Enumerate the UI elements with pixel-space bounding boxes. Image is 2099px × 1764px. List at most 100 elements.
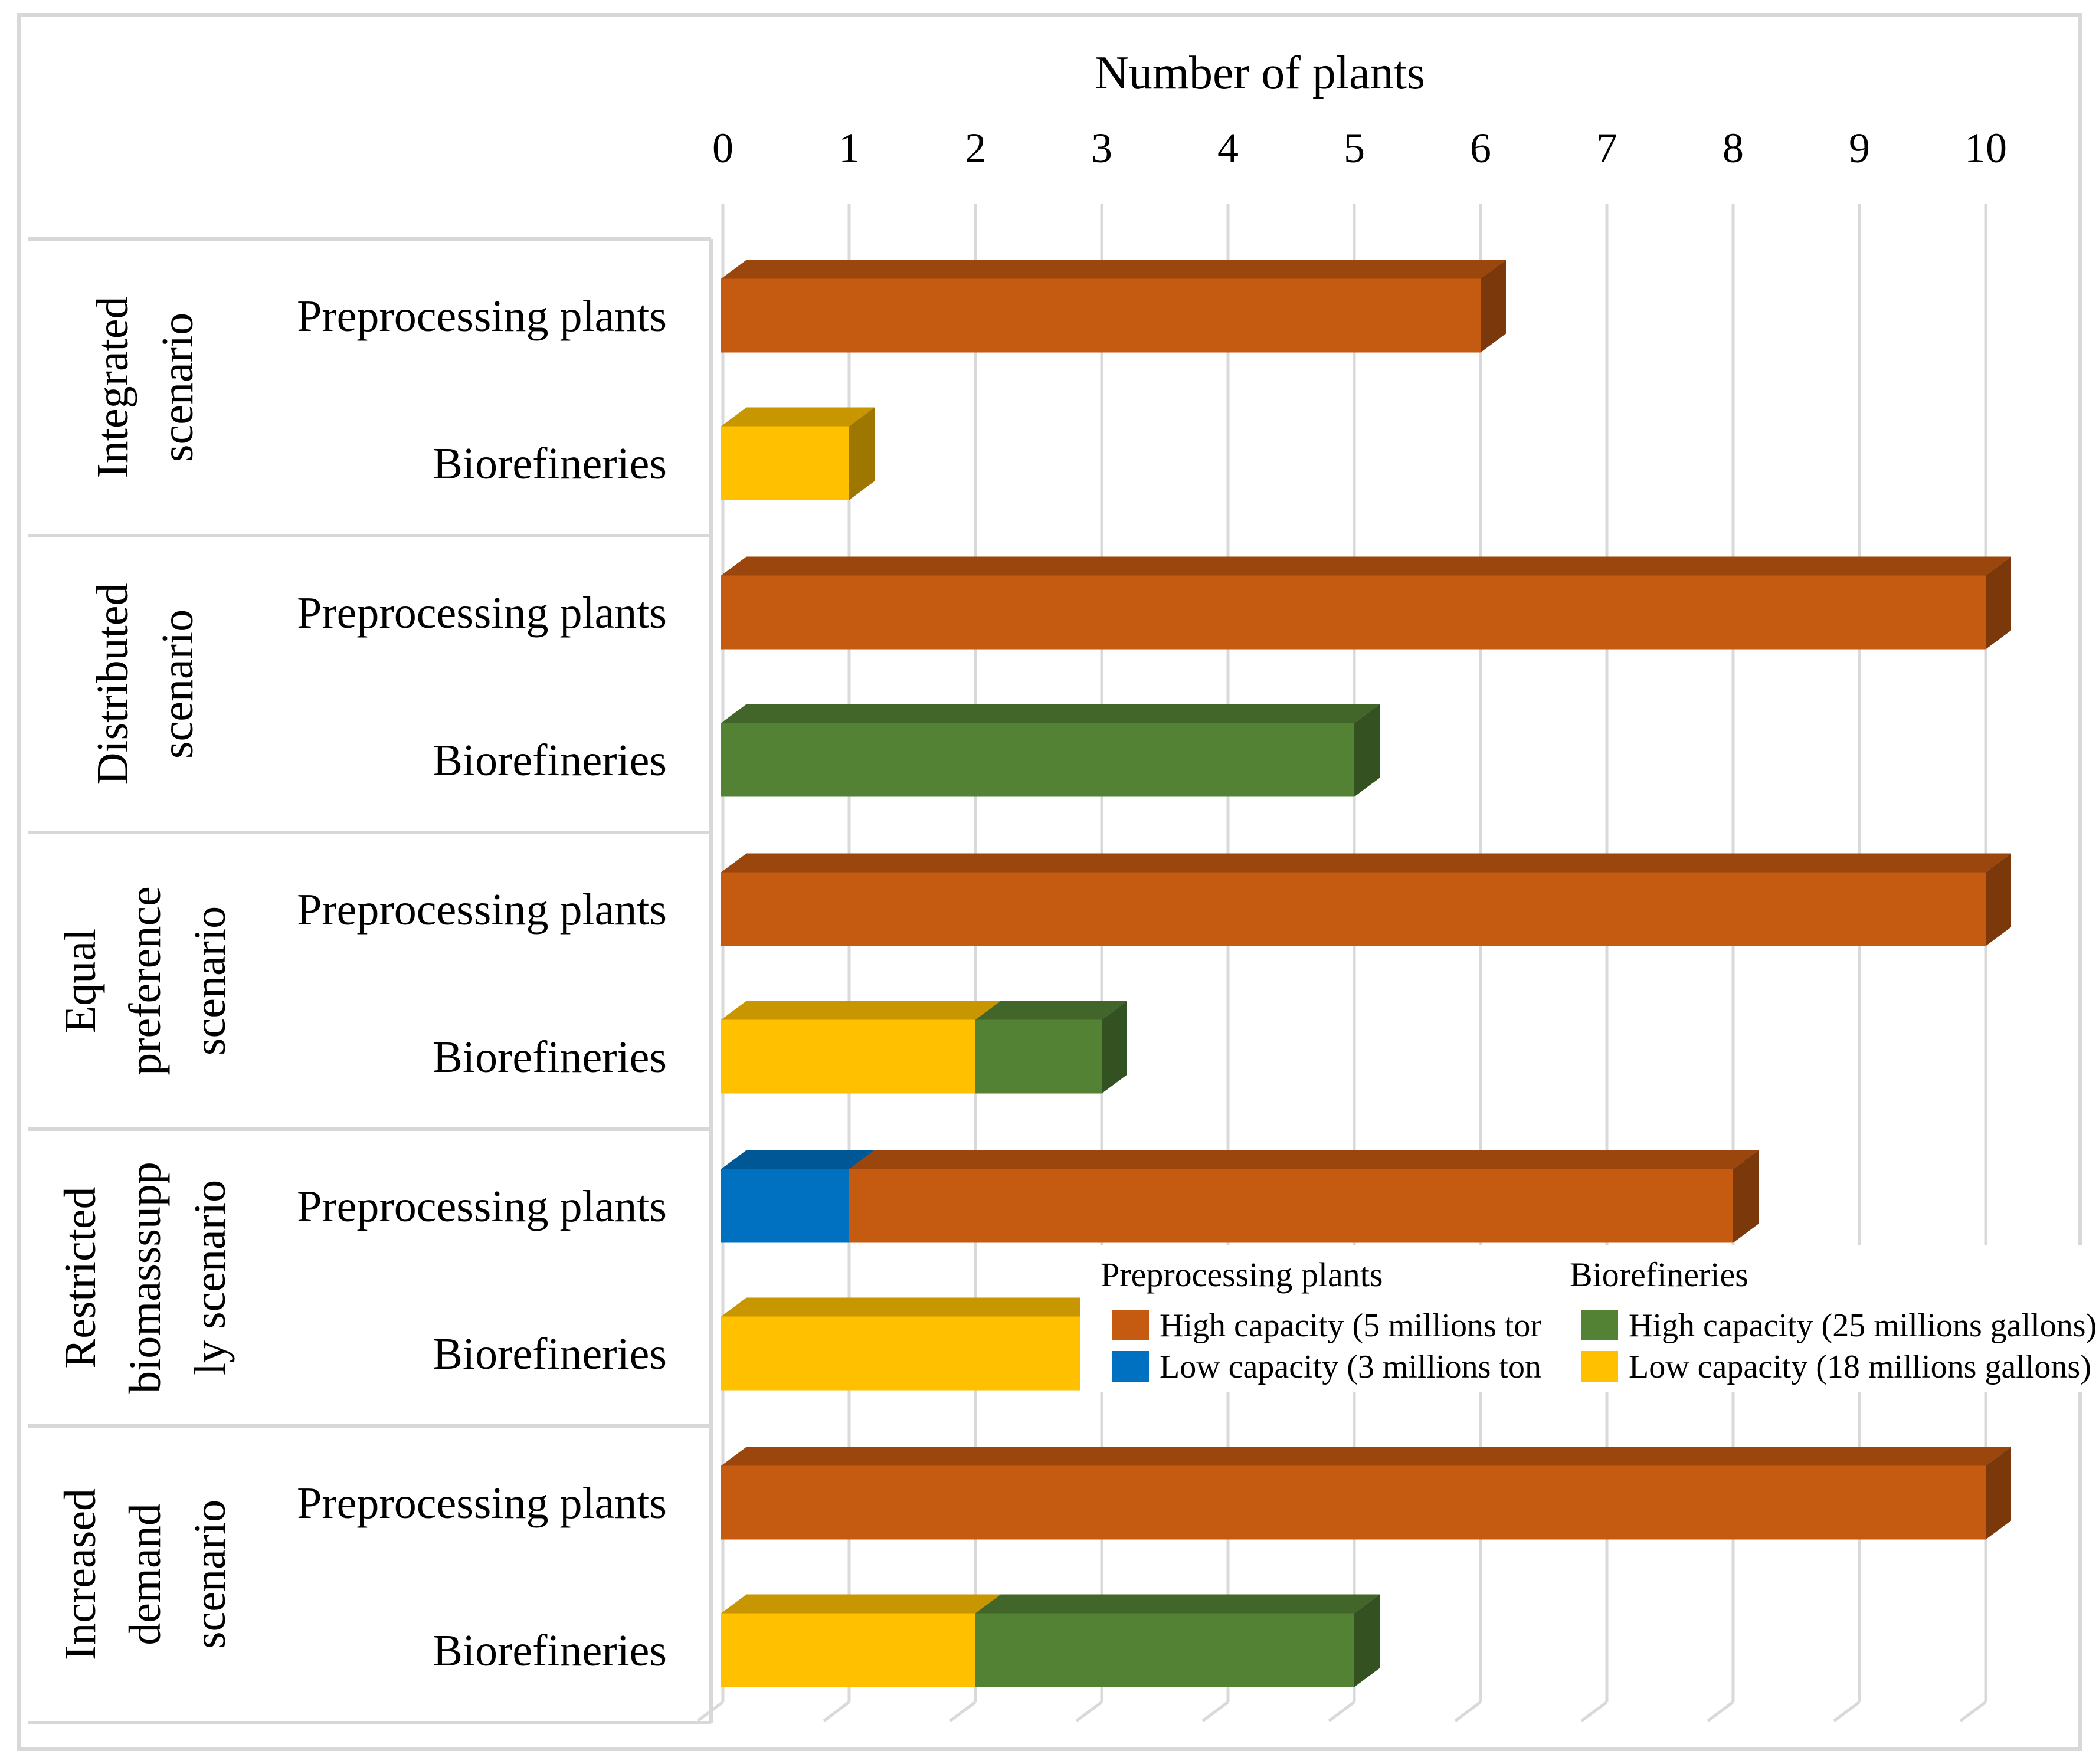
bar-top-face — [721, 853, 2011, 873]
bar-front-face — [721, 426, 849, 500]
x-tick-label: 8 — [1723, 124, 1744, 172]
bar-front-face — [721, 872, 1986, 946]
scenario-label-line: Equal — [55, 929, 105, 1033]
bar-front-face — [975, 1613, 1354, 1687]
x-tick-label: 2 — [965, 124, 986, 172]
bar-side-face — [1733, 1150, 1759, 1243]
bar-top-face — [721, 1150, 875, 1169]
row-label: Biorefineries — [433, 439, 667, 488]
scenario-label-line: scenario — [153, 609, 202, 759]
x-tick-label: 1 — [839, 124, 860, 172]
bar-segment-bio_low — [721, 1001, 1001, 1094]
row-label: Preprocessing plants — [297, 291, 667, 341]
scenario-label-line: scenario — [185, 906, 235, 1055]
bar-segment-pp_high — [721, 1447, 2011, 1540]
row-label: Preprocessing plants — [297, 588, 667, 638]
bar-segment-bio_high — [975, 1594, 1380, 1687]
x-tick-label: 0 — [712, 124, 733, 172]
legend-item-label: Low capacity (3 millions ton — [1160, 1349, 1541, 1385]
scenario-label: Distributed scenario — [88, 583, 202, 785]
bar-top-face — [721, 704, 1380, 723]
bar-top-face — [721, 1594, 1001, 1614]
row-label: Biorefineries — [433, 736, 667, 785]
row-label: Biorefineries — [433, 1329, 667, 1379]
scenario-label-line: scenario — [153, 313, 202, 462]
bar-front-face — [721, 1169, 849, 1243]
bar-front-face — [721, 1613, 975, 1687]
legend-item-label: High capacity (5 millions tor — [1160, 1307, 1541, 1344]
bar-front-face — [849, 1169, 1733, 1243]
gridline-floor — [1075, 1700, 1103, 1723]
bar-front-face — [721, 723, 1354, 797]
bar-segment-pp_high — [721, 853, 2011, 946]
x-tick-label: 3 — [1091, 124, 1112, 172]
bar-segment-bio_low — [721, 1594, 1001, 1687]
legend-item-label: Low capacity (18 millions gallons) — [1629, 1349, 2091, 1385]
x-tick-label: 10 — [1964, 124, 2007, 172]
scenario-label: Restricted biomasssupp ly scenario — [55, 1162, 235, 1394]
scenario-label: Equal preference scenario — [55, 886, 235, 1076]
x-axis-title: Number of plants — [1095, 47, 1425, 99]
bar-front-face — [721, 1316, 1102, 1391]
bar-top-face — [721, 1447, 2011, 1466]
scenario-label-line: Increased — [55, 1488, 105, 1660]
bar-front-face — [975, 1019, 1102, 1094]
bar-side-face — [849, 407, 875, 500]
x-tick-label: 9 — [1849, 124, 1870, 172]
outer-frame — [17, 13, 2082, 1751]
row-label: Biorefineries — [433, 1626, 667, 1676]
bar-side-face — [1481, 260, 1506, 353]
gridline-floor — [1201, 1700, 1229, 1723]
scenario-label-line: demand — [120, 1503, 170, 1645]
legend-item-label: High capacity (25 millions gallons) — [1629, 1307, 2097, 1344]
row-label: Biorefineries — [433, 1032, 667, 1082]
scenario-label-line: Restricted — [55, 1186, 105, 1368]
bar-front-face — [721, 1019, 975, 1094]
legend-swatch — [1112, 1310, 1149, 1340]
scenario-label-line: preference — [120, 886, 170, 1076]
scenario-label-line: ly scenario — [185, 1180, 235, 1375]
gridline-floor — [1959, 1700, 1987, 1723]
bar-side-face — [1986, 556, 2011, 650]
bar-segment-bio_low — [721, 1297, 1127, 1391]
bar-segment-bio_low — [721, 407, 875, 500]
legend-group-title: Preprocessing plants — [1101, 1255, 1383, 1294]
scenario-label: Integrated scenario — [88, 296, 202, 478]
gridline-floor — [1833, 1700, 1861, 1723]
gridline-floor — [1328, 1700, 1355, 1723]
scenario-label-line: scenario — [185, 1500, 235, 1649]
scenario-label: Increased demand scenario — [55, 1488, 235, 1660]
scenario-label-line: Distributed — [88, 583, 137, 785]
bar-segment-pp_high — [849, 1150, 1759, 1243]
legend-swatch — [1112, 1351, 1149, 1382]
gridline-floor — [1580, 1700, 1608, 1723]
gridline-floor — [1707, 1700, 1734, 1723]
gridline-floor — [1454, 1700, 1482, 1723]
x-tick-label: 7 — [1596, 124, 1617, 172]
legend-swatch — [1581, 1310, 1618, 1340]
legend-group-title: Biorefineries — [1570, 1255, 1748, 1294]
bar-front-face — [721, 575, 1986, 650]
bar-top-face — [721, 260, 1506, 279]
bar-segment-bio_high — [975, 1001, 1127, 1094]
bar-front-face — [721, 278, 1481, 353]
bar-segment-bio_high — [721, 704, 1380, 797]
bar-top-face — [975, 1594, 1380, 1614]
bar-segment-pp_high — [721, 556, 2011, 650]
bar-side-face — [1986, 853, 2011, 946]
bar-front-face — [721, 1465, 1986, 1540]
bar-top-face — [721, 1297, 1127, 1317]
bar-top-face — [721, 407, 875, 427]
scenario-label-line: biomasssupp — [120, 1162, 170, 1394]
x-tick-label: 4 — [1217, 124, 1239, 172]
bar-side-face — [1986, 1447, 2011, 1540]
scenario-label-line: Integrated — [88, 296, 137, 478]
row-label: Preprocessing plants — [297, 885, 667, 935]
bar-top-face — [849, 1150, 1759, 1169]
gridline-floor — [949, 1700, 977, 1723]
row-label: Preprocessing plants — [297, 1182, 667, 1231]
bar-top-face — [721, 556, 2011, 576]
x-tick-label: 6 — [1470, 124, 1491, 172]
bar-side-face — [1354, 1594, 1380, 1687]
